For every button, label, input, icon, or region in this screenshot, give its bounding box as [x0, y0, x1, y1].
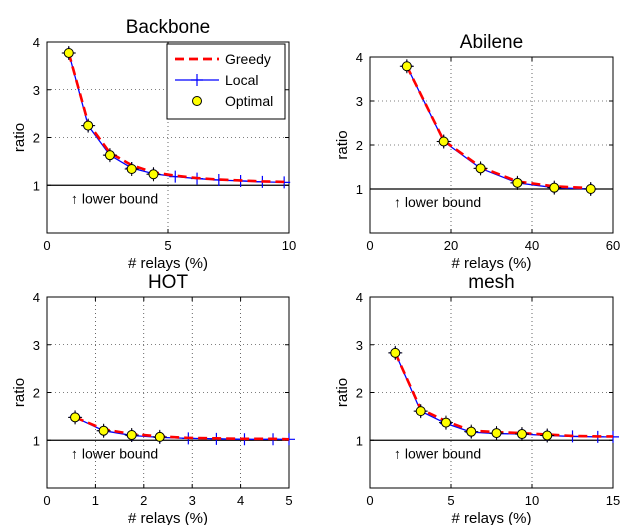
x-tick-label: 2 [140, 493, 147, 508]
optimal-marker [83, 120, 94, 131]
optimal-marker [401, 61, 412, 72]
y-tick-label: 3 [33, 338, 40, 353]
lower-bound-annotation: ↑ lower bound [71, 190, 158, 206]
y-tick-label: 4 [33, 290, 40, 305]
y-tick-label: 2 [356, 138, 363, 153]
optimal-marker [491, 428, 502, 439]
x-tick-label: 0 [43, 493, 50, 508]
optimal-marker [585, 184, 596, 194]
legend-optimal-marker [192, 96, 202, 106]
x-axis-label: # relays (%) [451, 255, 531, 272]
x-tick-label: 3 [189, 493, 196, 508]
x-tick-label: 0 [43, 238, 50, 253]
optimal-marker [438, 136, 449, 147]
lower-bound-annotation: ↑ lower bound [394, 445, 481, 461]
optimal-marker [70, 412, 81, 423]
y-tick-label: 2 [33, 131, 40, 146]
y-axis-label: ratio [334, 130, 351, 159]
panel-title: HOT [148, 272, 189, 293]
y-tick-label: 3 [356, 94, 363, 109]
y-tick-label: 4 [356, 290, 363, 305]
series-greedy-line [405, 65, 591, 190]
optimal-marker [542, 430, 553, 441]
y-tick-label: 2 [356, 386, 363, 401]
y-tick-label: 1 [356, 182, 363, 197]
optimal-marker [148, 169, 159, 180]
x-tick-label: 5 [447, 493, 454, 508]
legend: Greedy Local Optimal [166, 43, 286, 120]
y-tick-label: 1 [33, 433, 40, 448]
y-tick-label: 1 [33, 178, 40, 193]
y-tick-label: 1 [356, 433, 363, 448]
panel-backbone: 0 5 10 1 2 3 4 Backbone # relays (%) ratio ↑ lower… [11, 17, 296, 272]
optimal-marker [475, 163, 486, 174]
optimal-marker [126, 164, 137, 175]
optimal-marker [415, 406, 426, 417]
x-tick-label: 60 [606, 238, 620, 253]
optimal-marker [154, 431, 165, 442]
series-greedy-line [74, 416, 290, 441]
panel-title: Abilene [460, 32, 523, 53]
optimal-marker [390, 347, 401, 358]
x-tick-label: 5 [164, 238, 171, 253]
x-tick-label: 40 [525, 238, 539, 253]
x-tick-label: 10 [282, 238, 296, 253]
x-tick-label: 15 [606, 493, 620, 508]
series-greedy-line [67, 52, 285, 184]
optimal-marker [63, 47, 74, 58]
y-tick-label: 4 [33, 35, 40, 50]
x-axis-label: # relays (%) [451, 510, 531, 525]
x-tick-label: 10 [525, 493, 539, 508]
x-tick-label: 5 [285, 493, 292, 508]
optimal-marker [512, 177, 523, 188]
y-axis-label: ratio [11, 123, 28, 152]
series-greedy-line [394, 352, 613, 438]
optimal-marker [466, 426, 477, 437]
lower-bound-annotation: ↑ lower bound [394, 194, 481, 210]
legend-label: Optimal [225, 93, 273, 109]
panel-mesh: 0 5 10 15 1 2 3 4 mesh # relays (%) ratio ↑ lower b… [334, 272, 620, 525]
optimal-marker [98, 425, 109, 436]
x-tick-label: 1 [92, 493, 99, 508]
optimal-marker [516, 429, 527, 440]
y-tick-label: 2 [33, 386, 40, 401]
panel-title: Backbone [126, 17, 211, 38]
legend-label: Greedy [225, 51, 271, 67]
optimal-marker [104, 150, 115, 161]
panel-title: mesh [468, 272, 514, 293]
legend-local-marker [191, 74, 203, 86]
x-axis-label: # relays (%) [128, 510, 208, 525]
y-tick-label: 4 [356, 50, 363, 65]
optimal-marker [549, 182, 560, 193]
optimal-marker [126, 429, 137, 440]
series-local-line [394, 352, 613, 438]
y-tick-label: 3 [33, 83, 40, 98]
lower-bound-annotation: ↑ lower bound [71, 445, 158, 461]
legend-label: Local [225, 72, 258, 88]
y-axis-label: ratio [11, 378, 28, 407]
optimal-marker [440, 417, 451, 428]
y-axis-label: ratio [334, 378, 351, 407]
panel-hot: 0 1 2 3 4 5 1 2 3 4 HOT # relays (%) ratio ↑ lower bo… [11, 272, 295, 525]
y-tick-label: 3 [356, 338, 363, 353]
x-tick-label: 20 [444, 238, 458, 253]
x-tick-label: 4 [237, 493, 244, 508]
x-tick-label: 0 [366, 238, 373, 253]
series-local-line [406, 65, 591, 190]
panel-abilene: 0 20 40 60 1 2 3 4 Abilene # relays (%) ratio ↑ low… [334, 32, 620, 272]
legend-box [166, 43, 286, 120]
x-tick-label: 0 [366, 493, 373, 508]
x-axis-label: # relays (%) [128, 255, 208, 272]
